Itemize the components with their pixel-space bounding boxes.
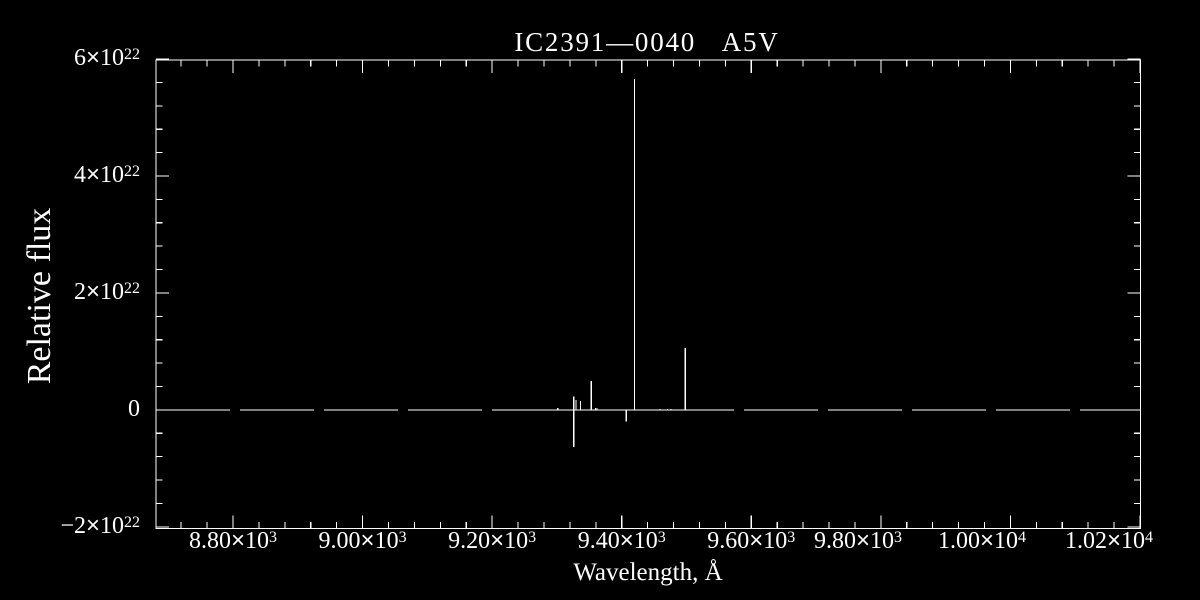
svg-text:9.80×103: 9.80×103	[814, 527, 902, 554]
svg-text:9.40×103: 9.40×103	[578, 527, 666, 554]
svg-text:9.60×103: 9.60×103	[707, 527, 795, 554]
svg-text:1.02×104: 1.02×104	[1065, 527, 1153, 554]
svg-text:0: 0	[128, 396, 140, 422]
svg-text:1.00×104: 1.00×104	[938, 527, 1026, 554]
svg-text:9.20×103: 9.20×103	[448, 527, 536, 554]
svg-text:8.80×103: 8.80×103	[189, 527, 277, 554]
svg-text:Relative flux: Relative flux	[21, 208, 58, 385]
svg-text:Wavelength, Å: Wavelength, Å	[573, 559, 722, 586]
svg-text:9.00×103: 9.00×103	[319, 527, 407, 554]
svg-text:IC2391—0040 A5V: IC2391—0040 A5V	[514, 27, 779, 57]
